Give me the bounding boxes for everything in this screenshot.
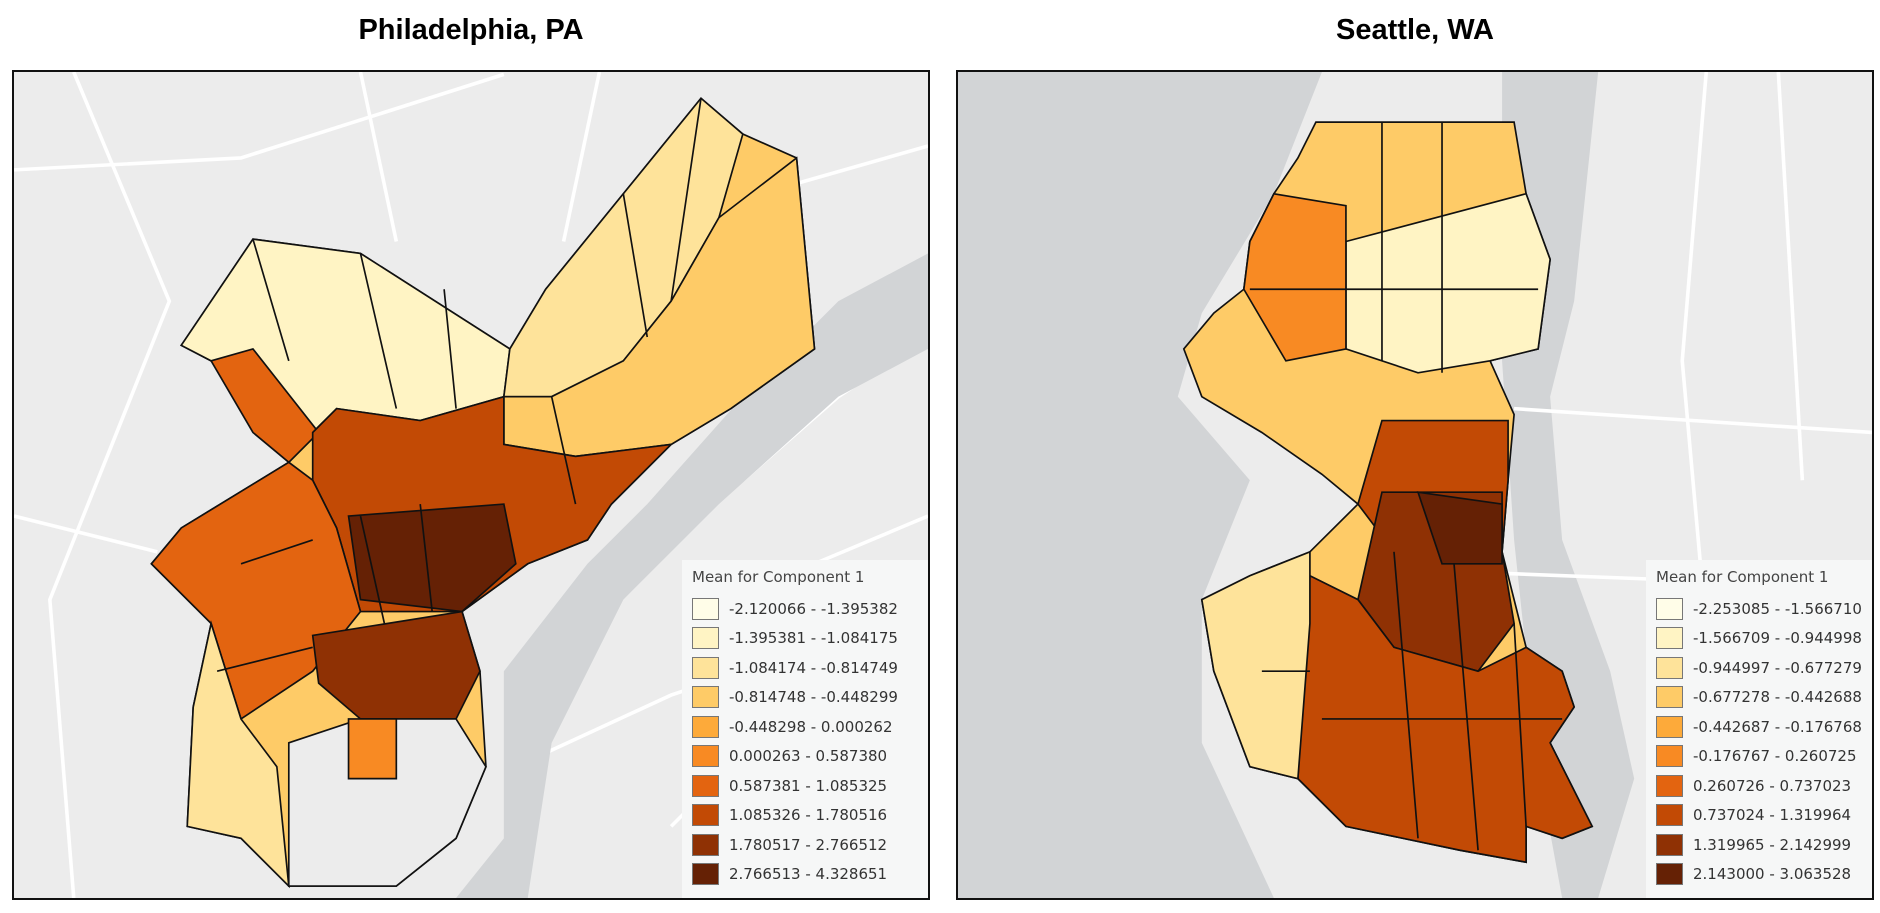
- legend-label: -0.677278 - -0.442688: [1693, 688, 1862, 707]
- legend-item: -0.442687 - -0.176768: [1656, 712, 1864, 742]
- northwest-region: [180, 238, 511, 434]
- legend-swatch: [1656, 627, 1683, 650]
- legend-label: 0.260726 - 0.737023: [1693, 776, 1852, 795]
- legend-item: -2.120066 - -1.395382: [692, 594, 920, 624]
- legend-swatch: [692, 804, 719, 827]
- legend-item: 2.143000 - 3.063528: [1656, 860, 1864, 890]
- legend-item: -0.677278 - -0.442688: [1656, 683, 1864, 713]
- core-region: [1416, 491, 1503, 565]
- legend-title: Mean for Component 1: [1656, 568, 1829, 586]
- legend-item: -2.253085 - -1.566710: [1656, 594, 1864, 624]
- legend-label: -1.395381 - -1.084175: [729, 629, 898, 648]
- legend-label: -0.442687 - -0.176768: [1693, 717, 1862, 736]
- legend-swatch: [1656, 804, 1683, 827]
- legend-swatch: [692, 863, 719, 886]
- legend-label: 1.780517 - 2.766512: [729, 835, 888, 854]
- legend-item: -0.448298 - 0.000262: [692, 712, 920, 742]
- west-seattle-region: [1200, 550, 1311, 780]
- legend-item: 1.780517 - 2.766512: [692, 830, 920, 860]
- philadelphia-title: Philadelphia, PA: [358, 14, 584, 46]
- legend-item: -0.944997 - -0.677279: [1656, 653, 1864, 683]
- legend-item: -1.566709 - -0.944998: [1656, 624, 1864, 654]
- seattle-legend: Mean for Component 1 -2.253085 - -1.5667…: [1646, 560, 1872, 898]
- legend-label: -0.944997 - -0.677279: [1693, 658, 1862, 677]
- philadelphia-map[interactable]: Mean for Component 1 -2.120066 - -1.3953…: [12, 70, 930, 900]
- legend-swatch: [1656, 745, 1683, 768]
- legend-label: 1.319965 - 2.142999: [1693, 835, 1852, 854]
- legend-title: Mean for Component 1: [692, 568, 865, 586]
- legend-item: 0.260726 - 0.737023: [1656, 771, 1864, 801]
- legend-swatch: [1656, 833, 1683, 856]
- legend-swatch: [1656, 686, 1683, 709]
- legend-label: -0.176767 - 0.260725: [1693, 747, 1857, 766]
- legend-item: 1.085326 - 1.780516: [692, 801, 920, 831]
- puget-sound: [958, 72, 1322, 898]
- legend-swatch: [692, 686, 719, 709]
- legend-item: 0.000263 - 0.587380: [692, 742, 920, 772]
- legend-label: -1.084174 - -0.814749: [729, 658, 898, 677]
- seattle-title: Seattle, WA: [1336, 14, 1494, 46]
- legend-swatch: [692, 627, 719, 650]
- legend-swatch: [692, 656, 719, 679]
- legend-item: -1.395381 - -1.084175: [692, 624, 920, 654]
- legend-swatch: [1656, 715, 1683, 738]
- legend-label: -2.120066 - -1.395382: [729, 599, 898, 618]
- legend-label: -0.448298 - 0.000262: [729, 717, 893, 736]
- southwest-region: [186, 620, 290, 889]
- legend-item: 2.766513 - 4.328651: [692, 860, 920, 890]
- north-region: [1345, 192, 1551, 374]
- legend-swatch: [692, 774, 719, 797]
- philadelphia-legend: Mean for Component 1 -2.120066 - -1.3953…: [682, 560, 928, 898]
- legend-swatch: [692, 833, 719, 856]
- legend-swatch: [1656, 597, 1683, 620]
- legend-item: -0.176767 - 0.260725: [1656, 742, 1864, 772]
- seattle-map[interactable]: Mean for Component 1 -2.253085 - -1.5667…: [956, 70, 1874, 900]
- legend-swatch: [1656, 774, 1683, 797]
- legend-label: -0.814748 - -0.448299: [729, 688, 898, 707]
- legend-swatch: [1656, 656, 1683, 679]
- legend-swatch: [1656, 863, 1683, 886]
- roxborough-region: [209, 347, 320, 464]
- south-tracts: [347, 718, 398, 780]
- legend-item: -0.814748 - -0.448299: [692, 683, 920, 713]
- legend-label: -2.253085 - -1.566710: [1693, 599, 1862, 618]
- philadelphia-map-canvas: [14, 72, 928, 898]
- legend-swatch: [692, 715, 719, 738]
- legend-label: 1.085326 - 1.780516: [729, 806, 888, 825]
- ballard-region: [1242, 192, 1347, 362]
- legend-label: 0.000263 - 0.587380: [729, 747, 888, 766]
- legend-item: 0.737024 - 1.319964: [1656, 801, 1864, 831]
- legend-swatch: [692, 745, 719, 768]
- legend-label: 0.737024 - 1.319964: [1693, 806, 1852, 825]
- legend-item: 0.587381 - 1.085325: [692, 771, 920, 801]
- legend-label: 0.587381 - 1.085325: [729, 776, 888, 795]
- legend-label: -1.566709 - -0.944998: [1693, 629, 1862, 648]
- legend-item: -1.084174 - -0.814749: [692, 653, 920, 683]
- seattle-map-canvas: [958, 72, 1872, 898]
- legend-label: 2.143000 - 3.063528: [1693, 865, 1852, 884]
- legend-item: 1.319965 - 2.142999: [1656, 830, 1864, 860]
- philadelphia-choropleth: [150, 97, 816, 889]
- seattle-choropleth: [1182, 121, 1594, 864]
- delaware-river: [456, 253, 928, 898]
- legend-label: 2.766513 - 4.328651: [729, 865, 888, 884]
- legend-swatch: [692, 597, 719, 620]
- core-region: [347, 503, 517, 613]
